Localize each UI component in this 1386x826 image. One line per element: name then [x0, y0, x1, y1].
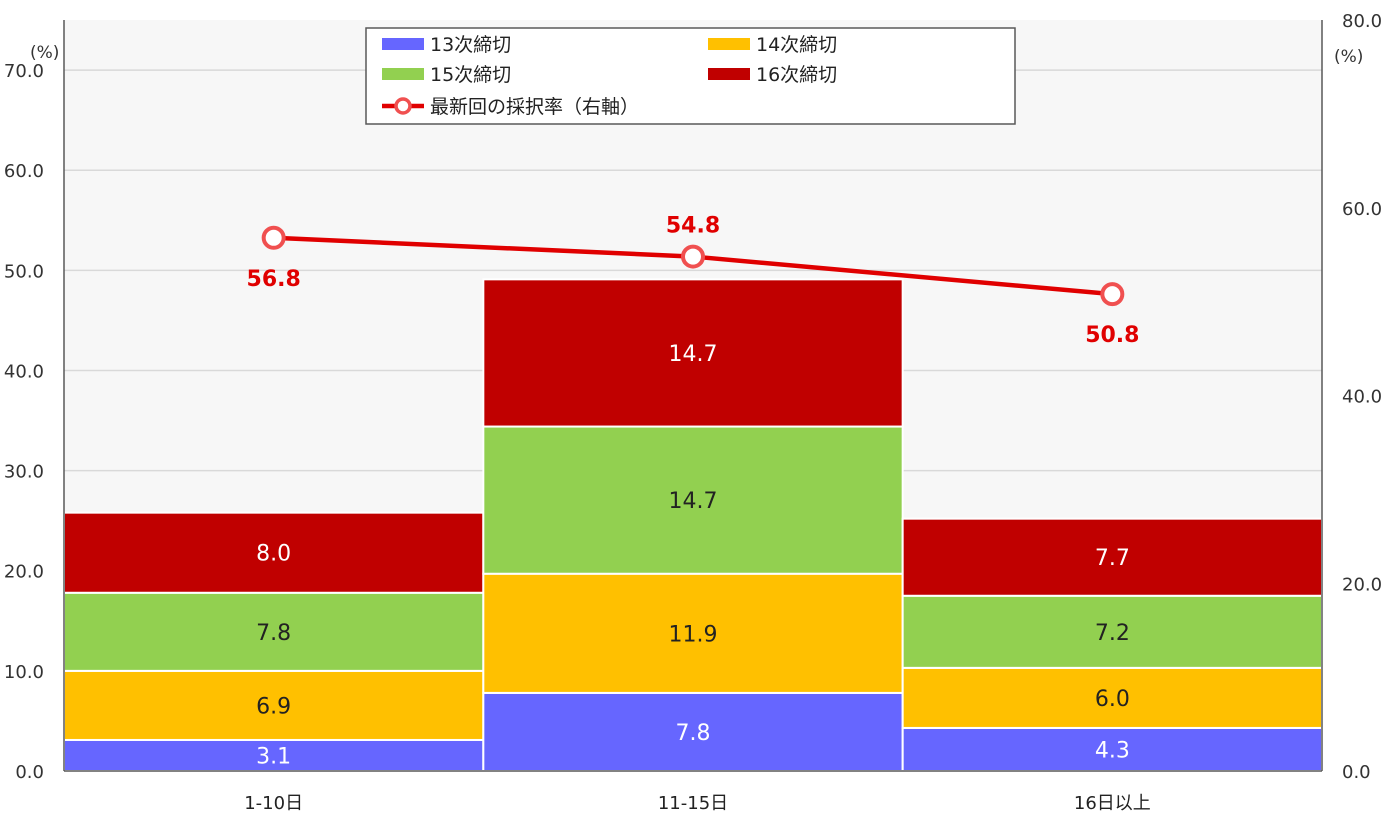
- y-left-tick-label: 60.0: [4, 161, 44, 182]
- line-value-label: 54.8: [666, 214, 720, 239]
- y-right-unit-label: (%): [1334, 47, 1363, 67]
- y-left-tick-label: 20.0: [4, 562, 44, 583]
- bar-value-label: 7.2: [1095, 621, 1130, 646]
- bar-value-label: 11.9: [669, 622, 718, 647]
- y-right-tick-label: 80.0: [1342, 11, 1382, 32]
- bar-value-label: 6.0: [1095, 687, 1130, 712]
- bar-value-label: 6.9: [256, 694, 291, 719]
- bar-segment: [482, 425, 904, 575]
- legend-entry-label: 15次締切: [430, 64, 511, 86]
- bar-value-label: 8.0: [256, 542, 291, 567]
- bar-segment: [482, 572, 904, 694]
- bar-segment: [482, 278, 904, 428]
- legend-entry-label: 13次締切: [430, 34, 511, 56]
- bar-value-label: 7.8: [676, 721, 711, 746]
- bar-value-label: 7.8: [256, 621, 291, 646]
- y-right-tick-label: 0.0: [1342, 762, 1371, 783]
- legend-entry-label: 14次締切: [756, 34, 837, 56]
- x-category-label: 11-15日: [658, 793, 728, 814]
- y-left-tick-label: 10.0: [4, 662, 44, 683]
- x-category-label: 1-10日: [244, 793, 303, 814]
- line-series: 56.8 54.8 50.8: [247, 214, 1140, 349]
- y-right-tick-label: 20.0: [1342, 574, 1382, 595]
- legend-swatch: [708, 68, 750, 80]
- y-left-unit-label: (%): [30, 43, 59, 63]
- bar-value-label: 4.3: [1095, 738, 1130, 763]
- y-right-tick-label: 60.0: [1342, 199, 1382, 220]
- legend-swatch: [382, 38, 424, 50]
- bar-segment: [901, 594, 1324, 669]
- legend-swatch: [382, 68, 424, 80]
- bar-value-labels: 3.1 6.9 7.8 8.0 7.8 11.9 14.7 14.7 4.3 6.0 7.2 7.7: [256, 342, 1130, 770]
- line-point-marker: [261, 225, 286, 250]
- legend-box: [365, 27, 1016, 125]
- legend-line-marker: [394, 97, 412, 115]
- line-point-marker: [681, 244, 705, 269]
- bars: [63, 278, 1324, 773]
- axes: 0.0 10.0 20.0 30.0 40.0 50.0 60.0 70.0 0.0 20.0 40…: [4, 11, 1382, 814]
- x-category-label: 16日以上: [1074, 793, 1151, 814]
- legend-entry-label: 最新回の採択率（右軸）: [430, 96, 639, 118]
- line-value-label: 56.8: [247, 267, 301, 292]
- line-value-label: 50.8: [1085, 323, 1139, 348]
- bar-value-label: 14.7: [669, 489, 718, 514]
- legend-swatch: [708, 38, 750, 50]
- y-left-tick-label: 70.0: [4, 61, 44, 82]
- y-left-tick-label: 50.0: [4, 261, 44, 282]
- line-point-marker: [1100, 282, 1125, 307]
- y-right-tick-label: 40.0: [1342, 387, 1382, 408]
- legend-entry-label: 16次締切: [756, 64, 837, 86]
- y-left-tick-label: 30.0: [4, 462, 44, 483]
- bar-segment: [901, 726, 1324, 773]
- bar-segment: [482, 691, 904, 772]
- y-left-tick-label: 40.0: [4, 361, 44, 382]
- bar-value-label: 7.7: [1095, 546, 1130, 571]
- bar-segment: [901, 666, 1324, 729]
- bar-value-label: 3.1: [256, 744, 291, 769]
- y-left-tick-label: 0.0: [15, 762, 44, 783]
- bar-segment: [901, 517, 1324, 597]
- bar-value-label: 14.7: [669, 342, 718, 367]
